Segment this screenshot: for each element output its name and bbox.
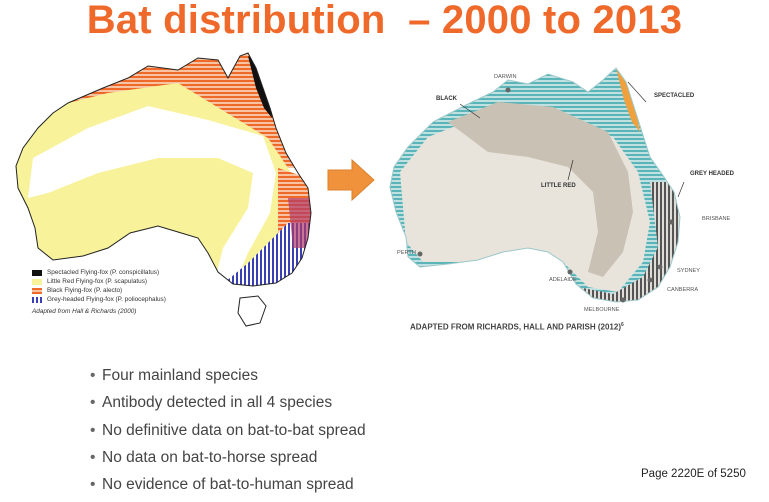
- city-label-canberra: CANBERRA: [667, 287, 699, 293]
- legend-swatch: [32, 269, 42, 276]
- legend-item-spectacled: Spectacled Flying-fox (P. conspicillatus…: [32, 268, 166, 277]
- legend-swatch: [32, 278, 42, 285]
- bullet-glyph: •: [90, 448, 96, 466]
- map-source-note: Adapted from Hall & Richards (2000): [32, 308, 137, 315]
- species-label-little-red: LITTLE RED: [541, 183, 576, 189]
- bullet-glyph: •: [90, 367, 96, 384]
- legend-swatch: [32, 287, 42, 294]
- bullet-text: Antibody detected in all 4 species: [102, 394, 333, 412]
- bullet-text: No definitive data on bat-to-bat spread: [102, 421, 366, 439]
- bullet-glyph: •: [90, 476, 96, 494]
- legend-item-black: Black Flying-fox (P. alecto): [32, 286, 166, 295]
- legend-label: Little Red Flying-fox (P. scapulatus): [47, 278, 148, 285]
- map-legend: Spectacled Flying-fox (P. conspicillatus…: [32, 268, 166, 316]
- right-arrow-icon: [327, 158, 375, 202]
- species-label-spectacled: SPECTACLED: [654, 93, 695, 99]
- bullet-item: • No data on bat-to-horse spread: [90, 444, 366, 471]
- bat-distribution-map-2000: [15, 52, 312, 327]
- species-label-black: BLACK: [436, 96, 457, 102]
- bullet-text: Four mainland species: [102, 367, 258, 384]
- bullet-glyph: •: [90, 421, 96, 439]
- legend-label: Spectacled Flying-fox (P. conspicillatus…: [47, 269, 160, 276]
- bullet-glyph: •: [90, 394, 96, 412]
- map-caption-text: ADAPTED FROM RICHARDS, HALL AND PARISH (…: [410, 322, 621, 332]
- city-label-melbourne: MELBOURNE: [584, 307, 620, 313]
- bullet-text: No evidence of bat-to-human spread: [102, 476, 354, 494]
- page-number: Page 2220E of 5250: [641, 468, 746, 480]
- city-label-adelaide: ADELAIDE: [549, 277, 577, 283]
- bullet-item: • Antibody detected in all 4 species: [90, 389, 366, 416]
- bullet-list: • Four mainland species • Antibody detecte…: [90, 362, 366, 498]
- bullet-text: No data on bat-to-horse spread: [102, 448, 318, 466]
- legend-label: Black Flying-fox (P. alecto): [47, 287, 123, 294]
- bat-distribution-map-2012: [389, 67, 685, 303]
- city-label-sydney: SYDNEY: [677, 268, 701, 274]
- city-label-brisbane: BRISBANE: [702, 216, 731, 222]
- city-label-perth: PERTH: [397, 250, 416, 256]
- legend-label: Grey-headed Flying-fox (P. poliocephalus…: [47, 296, 166, 303]
- bullet-item: • No evidence of bat-to-human spread: [90, 471, 366, 498]
- legend-swatch: [32, 296, 42, 303]
- legend-item-grey-headed: Grey-headed Flying-fox (P. poliocephalus…: [32, 295, 166, 304]
- city-label-darwin: DARWIN: [494, 74, 517, 80]
- slide-title: Bat distribution – 2000 to 2013: [86, 0, 683, 42]
- bullet-item: • Four mainland species: [90, 362, 366, 389]
- map-caption: ADAPTED FROM RICHARDS, HALL AND PARISH (…: [410, 322, 624, 332]
- species-label-grey-headed: GREY HEADED: [690, 171, 734, 177]
- legend-item-little-red: Little Red Flying-fox (P. scapulatus): [32, 277, 166, 286]
- map-caption-ref: 6: [620, 322, 624, 328]
- bullet-item: • No definitive data on bat-to-bat spread: [90, 417, 366, 444]
